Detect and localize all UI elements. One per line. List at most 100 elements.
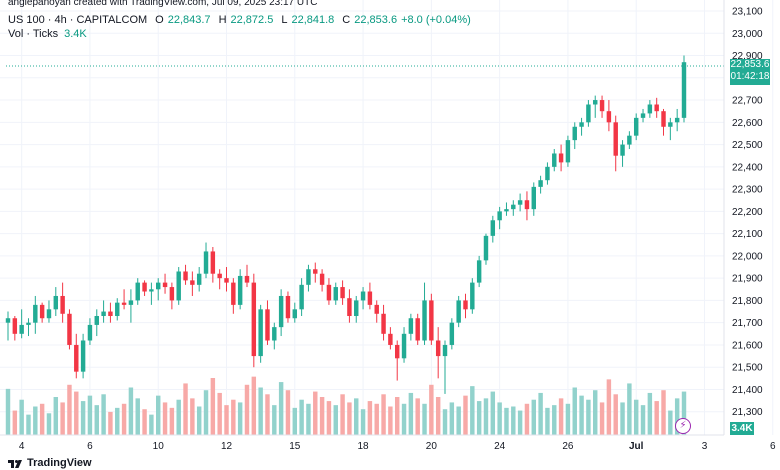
volume-legend[interactable]: Vol · Ticks 3.4K — [8, 28, 87, 40]
volume-bar — [237, 402, 243, 435]
y-tick-label: 22,700 — [732, 96, 763, 107]
lightning-icon[interactable]: ⚡ — [675, 418, 691, 434]
volume-bar — [599, 402, 605, 435]
volume-bar — [80, 401, 86, 435]
candle-body — [613, 122, 618, 156]
candlesticks — [5, 55, 687, 394]
candle-body — [394, 344, 400, 359]
symbol-legend[interactable]: US 100 · 4h · CAPITALCOM O 22,843.7 H 22,8… — [8, 14, 471, 26]
grid — [0, 0, 774, 435]
candle-body — [538, 180, 543, 187]
volume-bar — [620, 402, 625, 435]
volume-bar — [67, 384, 72, 435]
candle-body — [176, 271, 181, 301]
y-tick-label: 22,500 — [732, 140, 763, 151]
y-tick-label: 22,200 — [732, 207, 763, 218]
x-tick-label: 15 — [289, 441, 301, 452]
candle-body — [128, 300, 134, 305]
volume-bar — [381, 394, 386, 435]
candle-body — [115, 302, 120, 317]
y-tick-label: 22,000 — [732, 251, 763, 262]
chart-credit: anglepanoyan created with TradingView.co… — [8, 0, 318, 8]
volume-bar — [115, 407, 120, 435]
candle-body — [121, 302, 127, 305]
candle-body — [620, 144, 625, 156]
volume-bar — [538, 392, 543, 435]
high-value: 22,872.5 — [230, 14, 274, 26]
candle-body — [217, 273, 222, 279]
y-tick-label: 21,600 — [732, 340, 763, 351]
x-tick-label: 10 — [153, 441, 165, 452]
volume-bar — [347, 402, 352, 435]
last-price-tag: 22,853.6 01:42:18 — [730, 59, 770, 85]
candle-body — [381, 313, 386, 334]
x-tick-label: 6 — [87, 441, 93, 452]
volume-bar — [53, 397, 59, 435]
candle-body — [326, 284, 332, 301]
volume-bar — [435, 397, 441, 435]
volume-bar — [101, 394, 106, 435]
candle-body — [347, 298, 352, 317]
candle-body — [599, 100, 605, 112]
volume-bar — [5, 388, 11, 435]
symbol-title[interactable]: US 100 · 4h · CAPITALCOM — [8, 14, 148, 26]
candle-body — [647, 104, 653, 114]
candle-body — [627, 135, 632, 145]
volume-bar — [552, 405, 557, 435]
volume-bar — [429, 384, 434, 435]
candle-body — [244, 275, 250, 283]
volume-label: Vol · Ticks — [8, 28, 59, 40]
volume-bar — [456, 406, 461, 435]
y-tick-label: 23,100 — [732, 7, 763, 18]
tradingview-logo-icon — [8, 460, 22, 468]
volume-bar — [251, 376, 257, 435]
volume-bar — [360, 409, 366, 435]
candle-body — [449, 322, 455, 345]
candle-body — [258, 309, 263, 357]
volume-bar — [565, 403, 571, 435]
volume-bar — [231, 399, 236, 435]
volume-bar — [306, 403, 311, 435]
volume-bar — [531, 399, 536, 435]
volume-bar — [272, 405, 277, 435]
candle-body — [80, 340, 86, 372]
volume-bar — [449, 402, 455, 435]
candle-body — [354, 300, 359, 317]
y-tick-label: 22,600 — [732, 118, 763, 129]
candle-body — [552, 153, 557, 167]
candle-body — [545, 166, 550, 181]
volume-bar — [196, 406, 202, 435]
candle-body — [12, 318, 18, 334]
volume-bar — [408, 392, 414, 435]
volume-bar — [354, 398, 359, 435]
candle-body — [60, 295, 65, 314]
candle-body — [94, 316, 99, 325]
volume-bar — [415, 398, 420, 435]
close-value: 22,853.6 — [354, 14, 398, 26]
volume-bar — [190, 398, 195, 435]
candle-body — [149, 289, 154, 292]
volume-bar — [203, 390, 209, 435]
volume-bar — [654, 401, 659, 435]
volume-bar — [258, 387, 263, 435]
volume-bar — [401, 403, 407, 435]
candle-body — [224, 278, 229, 283]
candle-body — [251, 282, 257, 357]
candle-body — [565, 140, 571, 163]
low-label: L — [281, 14, 288, 26]
candle-body — [674, 117, 680, 123]
y-tick-label: 21,300 — [732, 407, 763, 418]
candle-body — [606, 111, 612, 123]
volume-bar — [46, 413, 52, 435]
y-tick-label: 22,900 — [732, 51, 763, 62]
volume-bar — [94, 405, 99, 435]
candle-body — [558, 153, 564, 163]
volume-bar — [627, 383, 632, 435]
y-tick-label: 23,000 — [732, 29, 763, 40]
volume-bar — [483, 398, 489, 435]
y-tick-label: 22,100 — [732, 229, 763, 240]
volume-bar — [169, 407, 175, 435]
candle-body — [46, 309, 52, 319]
volume-bar — [326, 401, 332, 435]
